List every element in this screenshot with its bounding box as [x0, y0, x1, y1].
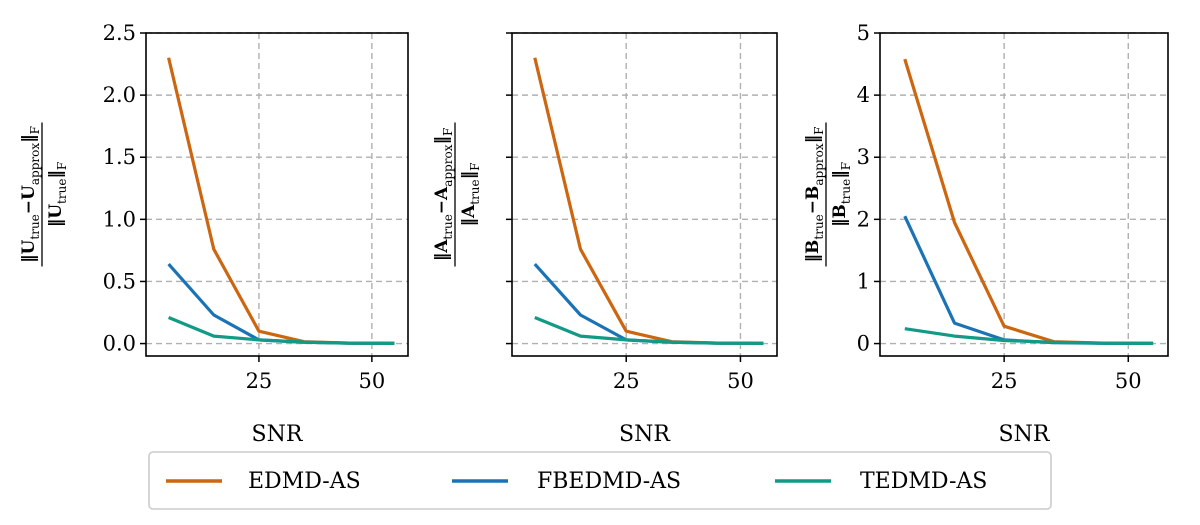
y-label-denominator: ‖Btrue‖F	[830, 162, 853, 227]
axes-frame	[145, 32, 409, 357]
x-axis-label: SNR	[252, 422, 304, 447]
y-label-numerator: ‖Atrue−Aapprox‖F	[432, 128, 455, 262]
y-label-part: true	[839, 179, 853, 204]
legend-entry-edmd-as: EDMD-AS	[166, 469, 361, 494]
y-label-part: F	[839, 162, 853, 170]
y-label-part: F	[28, 126, 42, 134]
series-line-edmd-as	[903, 58, 1154, 345]
legend-frame	[148, 451, 1052, 510]
y-label-part: −B	[803, 186, 823, 215]
series-line-tedmd-as	[534, 316, 764, 345]
y-tick-label: 3	[857, 145, 870, 169]
y-label-part: ‖A	[432, 239, 452, 262]
y-label-part: ‖	[803, 135, 823, 144]
y-tick-label: 0.0	[103, 332, 136, 356]
y-label-part: true	[28, 214, 42, 239]
x-tick-label: 25	[991, 369, 1018, 393]
series-line-tedmd-as	[167, 316, 395, 345]
x-tick-label: 25	[613, 369, 640, 393]
y-label-part: ‖	[432, 136, 452, 145]
y-tick-label: 0.5	[103, 269, 136, 293]
y-tick-label: 2	[857, 207, 870, 231]
y-label-part: ‖B	[803, 240, 823, 263]
y-label-part: ‖U	[46, 204, 66, 228]
y-label-part: true	[812, 214, 826, 239]
y-label-part: −U	[19, 185, 39, 214]
y-label-numerator: ‖Utrue−Uapprox‖F	[19, 126, 42, 263]
y-tick-label: 2.5	[103, 21, 136, 45]
legend: EDMD-AS FBEDMD-AS TEDMD-AS	[148, 451, 1052, 510]
y-label-part: ‖	[19, 134, 39, 143]
y-label-part: ‖	[46, 170, 66, 179]
x-axis-label: SNR	[999, 422, 1051, 447]
y-label-part: −A	[432, 186, 452, 214]
y-label-numerator: ‖Btrue−Bapprox‖F	[803, 127, 826, 263]
series-line-tedmd-as	[904, 327, 1154, 345]
y-label-part: F	[468, 163, 482, 171]
x-tick-label: 50	[727, 369, 754, 393]
y-label-part: approx	[441, 144, 455, 186]
y-tick-label: 2.0	[103, 83, 136, 107]
axes-frame	[511, 32, 778, 357]
y-label-part: F	[441, 128, 455, 136]
y-label-part: ‖U	[19, 239, 39, 263]
y-axis-label: ‖Atrue−Aapprox‖F‖Atrue‖F	[432, 122, 482, 267]
y-tick-label: 1.5	[103, 145, 136, 169]
series-line-fbedmd-as	[903, 215, 1154, 345]
legend-entry-tedmd-as: TEDMD-AS	[775, 469, 987, 494]
y-tick-label: 5	[857, 21, 870, 45]
y-axis-label: ‖Utrue−Uapprox‖F‖Utrue‖F	[19, 122, 69, 267]
y-label-part: approx	[28, 143, 42, 185]
y-tick-label: 0	[857, 332, 870, 356]
y-tick-label: 1.0	[103, 207, 136, 231]
y-label-part: true	[441, 214, 455, 239]
y-label-part: true	[468, 179, 482, 204]
y-label-part: ‖A	[459, 204, 479, 227]
y-label-part: approx	[812, 143, 826, 185]
legend-label: FBEDMD-AS	[537, 469, 681, 494]
y-label-denominator: ‖Utrue‖F	[46, 162, 69, 228]
y-tick-label: 1	[857, 269, 870, 293]
x-tick-label: 25	[246, 369, 273, 393]
x-tick-label: 50	[1115, 369, 1142, 393]
y-label-part: true	[55, 179, 69, 204]
legend-label: EDMD-AS	[248, 469, 361, 494]
chart-panel-1: 0.00.51.01.52.02.525 50SNR‖Utrue−Uapprox‖…	[19, 21, 409, 447]
y-axis-label: ‖Btrue−Bapprox‖F‖Btrue‖F	[803, 122, 853, 267]
y-label-part: F	[812, 127, 826, 135]
legend-label: TEDMD-AS	[860, 469, 987, 494]
y-label-part: ‖	[459, 171, 479, 180]
x-axis-label: SNR	[619, 422, 671, 447]
y-label-part: ‖B	[830, 204, 850, 227]
legend-entry-fbedmd-as: FBEDMD-AS	[452, 469, 681, 494]
y-label-part: ‖	[830, 170, 850, 179]
y-label-denominator: ‖Atrue‖F	[459, 163, 482, 227]
axes-frame	[879, 32, 1169, 357]
y-tick-label: 4	[857, 83, 870, 107]
x-tick-label: 50	[358, 369, 385, 393]
y-label-part: F	[55, 162, 69, 170]
